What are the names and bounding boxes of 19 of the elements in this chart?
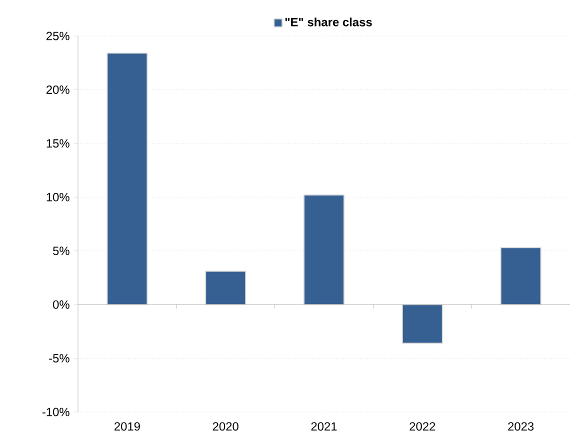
bar — [304, 194, 345, 306]
y-tick-label: 5% — [53, 246, 70, 256]
y-tick-label: 10% — [46, 192, 70, 202]
x-tick-label: 2019 — [114, 422, 140, 431]
y-tick-label: -5% — [49, 354, 70, 362]
y-tick-label: 15% — [46, 139, 70, 148]
legend-label: "E" share class — [285, 18, 372, 26]
y-tick-label: 0% — [53, 300, 70, 309]
bar — [500, 247, 542, 306]
x-tick-label: 2020 — [212, 422, 238, 431]
bar — [106, 52, 148, 306]
x-tick-label: 2023 — [508, 422, 534, 431]
bar — [205, 270, 246, 306]
y-tick-label: 20% — [46, 85, 70, 94]
y-tick-label: -10% — [42, 408, 70, 416]
x-tick-label: 2022 — [410, 422, 436, 431]
bar — [402, 304, 443, 344]
y-tick-label: 25% — [46, 32, 70, 40]
x-tick-label: 2021 — [311, 422, 337, 431]
